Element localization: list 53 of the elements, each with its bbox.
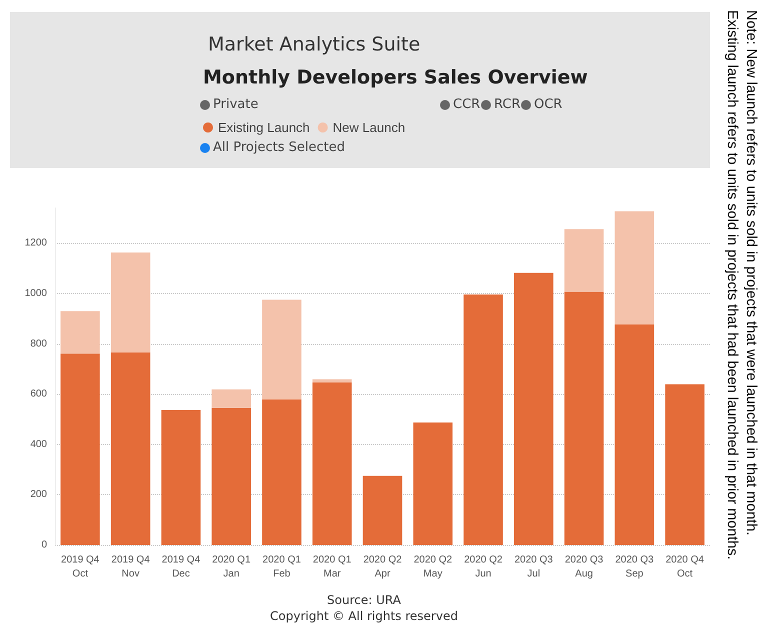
legend-label: Existing Launch — [218, 120, 310, 135]
x-tick-label: 2020 Q2 Apr — [363, 554, 402, 580]
x-tick-label: 2019 Q4 Nov — [111, 554, 150, 580]
bar — [564, 292, 604, 545]
x-tick-label: 2020 Q4 Oct — [666, 554, 704, 580]
y-tick-label: 1200 — [24, 238, 48, 249]
text: Note: New launch refers to units sold in projects that were launched in that month. — [742, 10, 760, 538]
bar — [413, 422, 453, 545]
bar — [262, 399, 302, 545]
bar — [464, 294, 503, 545]
text: Copyright © All rights reserved — [270, 609, 458, 623]
y-tick-label: 600 — [30, 388, 48, 400]
legend-label: New Launch — [332, 120, 406, 135]
bar — [564, 229, 604, 292]
bar — [110, 352, 150, 545]
y-tick-label: 800 — [30, 338, 48, 350]
text: RCR — [494, 97, 520, 112]
text: Existing launch refers to units sold in projects that had been launched in prior months. — [723, 10, 741, 562]
x-tick-label: 2020 Q3 Aug — [564, 554, 604, 580]
y-tick-label: 0 — [41, 540, 48, 550]
y-tick-label: 200 — [30, 489, 48, 500]
bar — [161, 410, 201, 545]
bar — [614, 211, 654, 324]
chart-title: Monthly Developers Sales Overview — [203, 66, 588, 88]
bar — [665, 384, 704, 545]
bar — [312, 382, 352, 545]
text: OCR — [534, 97, 562, 112]
bar — [514, 272, 554, 545]
bar — [212, 389, 251, 408]
bar — [262, 300, 302, 400]
x-tick-label: 2020 Q1 Mar — [312, 554, 352, 580]
x-tick-label: 2019 Q4 Dec — [162, 554, 201, 580]
x-tick-label: 2020 Q3 Sep — [615, 554, 654, 580]
x-tick-label: 2020 Q1 Feb — [262, 554, 302, 580]
x-tick-label: 2020 Q1 Jan — [212, 554, 251, 580]
text: All Projects Selected — [213, 140, 345, 155]
bar — [212, 408, 251, 545]
text: CCR — [453, 97, 480, 112]
y-tick-label: 1000 — [24, 288, 48, 300]
y-tick-label: 400 — [30, 438, 48, 450]
bar — [60, 354, 100, 545]
bar — [362, 476, 402, 545]
source-note: Source: URA — [327, 593, 401, 607]
bar — [312, 379, 352, 383]
bar — [614, 324, 654, 545]
bar — [110, 252, 150, 352]
x-tick-label: 2020 Q2 Jun — [464, 554, 503, 580]
bar — [60, 311, 100, 354]
x-tick-label: 2020 Q3 Jul — [514, 554, 554, 580]
x-tick-label: 2020 Q2 May — [414, 554, 452, 580]
x-tick-label: 2019 Q4 Oct — [61, 554, 100, 580]
text: Private — [213, 97, 258, 112]
chart-subtitle: Market Analytics Suite — [208, 34, 420, 56]
